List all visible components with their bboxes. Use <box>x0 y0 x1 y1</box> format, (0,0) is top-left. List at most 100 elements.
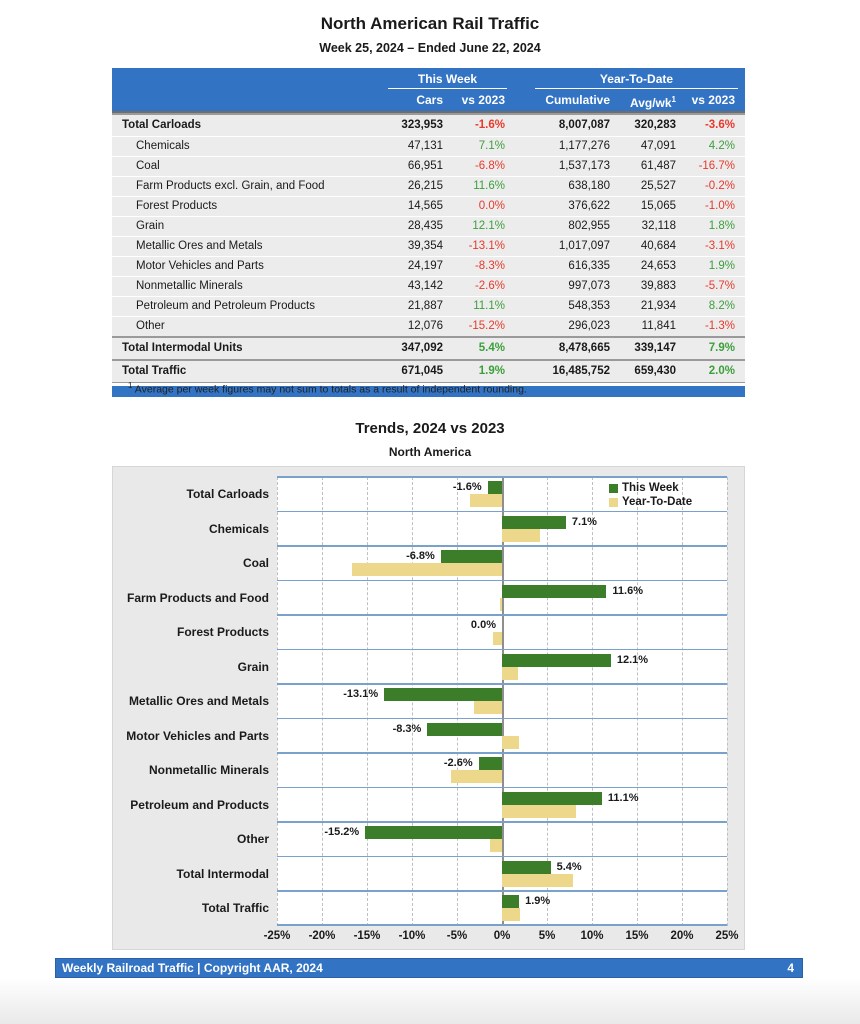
bar-value-label: 1.9% <box>525 895 551 907</box>
category-separator-line <box>277 648 727 651</box>
ytd-vs-2023-value: -1.0% <box>704 200 735 212</box>
group-header-this-week: This Week <box>388 70 507 89</box>
week-vs-2023-value: 12.1% <box>472 220 505 232</box>
table-row: Grain 28,435 12.1% 802,955 32,118 1.8% <box>112 216 745 236</box>
legend-label-this-week: This Week <box>622 482 679 494</box>
category-label: Total Carloads <box>186 487 269 501</box>
cars-value: 21,887 <box>407 300 443 312</box>
bar-value-label: -15.2% <box>324 826 360 838</box>
gridline <box>682 477 683 926</box>
ytd-vs-2023-value: 1.9% <box>708 260 735 272</box>
table-row: Coal 66,951 -6.8% 1,537,173 61,487 -16.7% <box>112 156 745 176</box>
bar-year-to-date <box>450 770 502 783</box>
group-header-year-to-date: Year-To-Date <box>535 70 738 89</box>
cars-value: 39,354 <box>407 240 443 252</box>
ytd-vs-2023-value: -0.2% <box>704 180 735 192</box>
category-separator-line <box>277 683 727 685</box>
commodity-column-spacer <box>112 90 352 113</box>
page-subtitle: Week 25, 2024 – Ended June 22, 2024 <box>319 41 541 55</box>
cumulative-value: 296,023 <box>568 320 610 332</box>
x-axis-tick-label: -5% <box>446 930 468 942</box>
table-row: Other 12,076 -15.2% 296,023 11,841 -1.3% <box>112 316 745 336</box>
zero-line <box>502 477 504 926</box>
ytd-vs-2023-column-header: vs 2023 <box>691 93 735 107</box>
cars-value: 66,951 <box>407 160 443 172</box>
bar-year-to-date <box>469 494 502 507</box>
table-row: Petroleum and Petroleum Products 21,887 11… <box>112 296 745 316</box>
footer-page-number: 4 <box>787 961 794 975</box>
cumulative-value: 16,485,752 <box>552 365 610 377</box>
ytd-vs-2023-value: -5.7% <box>704 280 735 292</box>
category-separator-line <box>277 717 727 720</box>
category-separator-line <box>277 579 727 582</box>
bar-this-week <box>478 757 502 770</box>
category-label: Grain <box>237 659 269 674</box>
avg-wk-value: 15,065 <box>640 200 676 212</box>
category-separator-line <box>277 855 727 858</box>
rail-traffic-table: This Week Year-To-Date Cars vs 2023 Cumu… <box>112 68 745 397</box>
trends-chart-panel: Total Carloads Chemicals Coal Farm Products… <box>112 466 745 950</box>
bar-year-to-date <box>502 666 519 680</box>
ytd-vs-2023-value: 8.2% <box>708 300 735 312</box>
gridline <box>637 477 638 926</box>
cumulative-value: 8,478,665 <box>558 342 610 354</box>
category-separator-line <box>277 924 727 926</box>
table-row: Total Carloads 323,953 -1.6% 8,007,087 320,2… <box>112 113 745 136</box>
avg-wk-value: 320,283 <box>634 119 676 131</box>
row-label: Total Carloads <box>122 119 202 131</box>
table-end-rule <box>112 382 745 383</box>
avg-wk-value: 47,091 <box>640 140 676 152</box>
cumulative-value: 1,017,097 <box>558 240 610 252</box>
bar-year-to-date <box>502 908 520 921</box>
bar-this-week <box>365 826 502 839</box>
week-vs-2023-value: 1.9% <box>478 365 505 377</box>
bar-value-label: -6.8% <box>406 550 435 562</box>
avg-wk-value: 339,147 <box>634 342 676 354</box>
bar-year-to-date <box>351 563 502 576</box>
cumulative-value: 1,537,173 <box>558 160 610 172</box>
category-separator-line <box>277 545 727 547</box>
bar-value-label: 7.1% <box>571 515 597 528</box>
row-label: Farm Products excl. Grain, and Food <box>136 180 325 192</box>
category-label: Chemicals <box>208 521 269 536</box>
table-footnote: 1 Average per week figures may not sum t… <box>128 381 527 396</box>
category-label: Metallic Ores and Metals <box>128 694 269 708</box>
x-axis-tick-label: 15% <box>625 930 649 942</box>
avg-wk-value: 39,883 <box>640 280 676 292</box>
gridline <box>412 477 413 926</box>
footnote-text: Average per week figures may not sum to … <box>134 383 527 396</box>
row-label: Total Intermodal Units <box>122 342 243 354</box>
cumulative-value: 638,180 <box>568 180 610 192</box>
x-axis-tick-label: -10% <box>398 930 426 942</box>
page-bottom-fade <box>0 978 860 1024</box>
row-label: Grain <box>136 220 165 232</box>
chart-subtitle: North America <box>388 445 472 459</box>
week-vs-2023-value: -8.3% <box>474 260 505 272</box>
cumulative-column-header: Cumulative <box>545 93 610 107</box>
cumulative-value: 376,622 <box>568 200 610 212</box>
category-separator-line <box>277 614 727 616</box>
avg-wk-value: 24,653 <box>640 260 676 272</box>
gridline <box>277 477 278 926</box>
bar-value-label: -2.6% <box>443 757 473 769</box>
bar-this-week <box>502 515 566 529</box>
category-separator-line <box>277 821 727 823</box>
row-label: Chemicals <box>136 140 190 152</box>
avg-wk-superscript: 1 <box>671 95 676 104</box>
cars-value: 28,435 <box>407 220 443 232</box>
bar-value-label: 0.0% <box>470 619 496 631</box>
footnote-superscript: 1 <box>128 381 133 390</box>
x-axis-tick-label: -20% <box>308 930 336 942</box>
cars-value: 24,197 <box>407 260 443 272</box>
this-week-swatch <box>609 483 618 493</box>
cars-value: 43,142 <box>407 280 443 292</box>
table-row: Motor Vehicles and Parts 24,197 -8.3% 616,3… <box>112 256 745 276</box>
bar-year-to-date <box>474 701 502 714</box>
cars-value: 26,215 <box>407 180 443 192</box>
gridline <box>367 477 368 926</box>
week-vs-2023-value: 7.1% <box>478 140 505 152</box>
avg-wk-value: 32,118 <box>641 220 676 232</box>
category-label: Petroleum and Products <box>130 797 269 812</box>
bar-value-label: 11.6% <box>612 584 643 597</box>
bar-this-week <box>440 550 502 563</box>
